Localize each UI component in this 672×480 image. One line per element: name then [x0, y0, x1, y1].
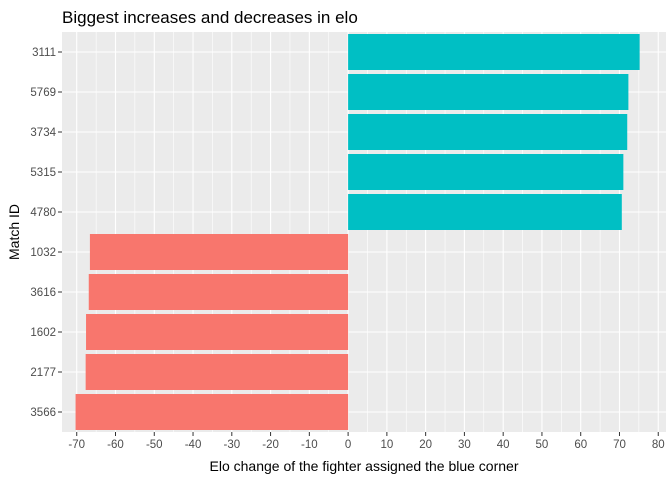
y-tick-label: 3616	[30, 287, 56, 299]
bar-2177	[85, 354, 349, 390]
x-tick-label: 80	[652, 439, 665, 451]
bar-1602	[86, 314, 349, 350]
x-tick-label: -50	[146, 439, 163, 451]
x-tick-label: -30	[223, 439, 240, 451]
x-tick-label: 60	[574, 439, 587, 451]
x-tick-label: -20	[262, 439, 279, 451]
y-tick-label: 2177	[30, 367, 56, 379]
y-tick-label: 4780	[30, 207, 56, 219]
x-tick-label: 50	[536, 439, 549, 451]
x-tick-label: 10	[380, 439, 393, 451]
y-tick-label: 3734	[30, 127, 56, 139]
x-tick-label: 20	[419, 439, 432, 451]
bar-1032	[89, 234, 349, 270]
y-tick-label: 3111	[32, 47, 56, 59]
x-axis-title: Elo change of the fighter assigned the b…	[210, 458, 519, 474]
bar-3111	[348, 34, 640, 70]
x-tick-label: 40	[497, 439, 510, 451]
bar-3734	[348, 114, 628, 150]
x-tick-label: 30	[458, 439, 471, 451]
y-axis: 3111 5769 3734 5315 4780 1032 3616 1602 2177 3566	[30, 47, 62, 419]
bar-5315	[348, 154, 624, 190]
x-tick-label: -40	[185, 439, 202, 451]
bar-4780	[348, 194, 622, 230]
x-axis: -70 -60 -50 -40 -30 -20 -10 0 10 20 30 40 50 60 70 80	[68, 432, 665, 451]
bar-3566	[75, 394, 349, 430]
y-tick-label: 5769	[30, 87, 56, 99]
chart-title: Biggest increases and decreases in elo	[62, 8, 358, 27]
y-tick-label: 5315	[30, 167, 56, 179]
x-tick-label: 0	[345, 439, 351, 451]
bar-3616	[88, 274, 349, 310]
x-tick-label: -60	[107, 439, 124, 451]
x-tick-label: 70	[613, 439, 626, 451]
y-tick-label: 3566	[30, 407, 56, 419]
x-tick-label: -10	[301, 439, 318, 451]
y-tick-label: 1602	[30, 327, 56, 339]
bars	[75, 34, 640, 430]
bar-5769	[348, 74, 629, 110]
y-tick-label: 1032	[30, 247, 56, 259]
x-tick-label: -70	[68, 439, 85, 451]
y-axis-title: Match ID	[6, 204, 22, 260]
